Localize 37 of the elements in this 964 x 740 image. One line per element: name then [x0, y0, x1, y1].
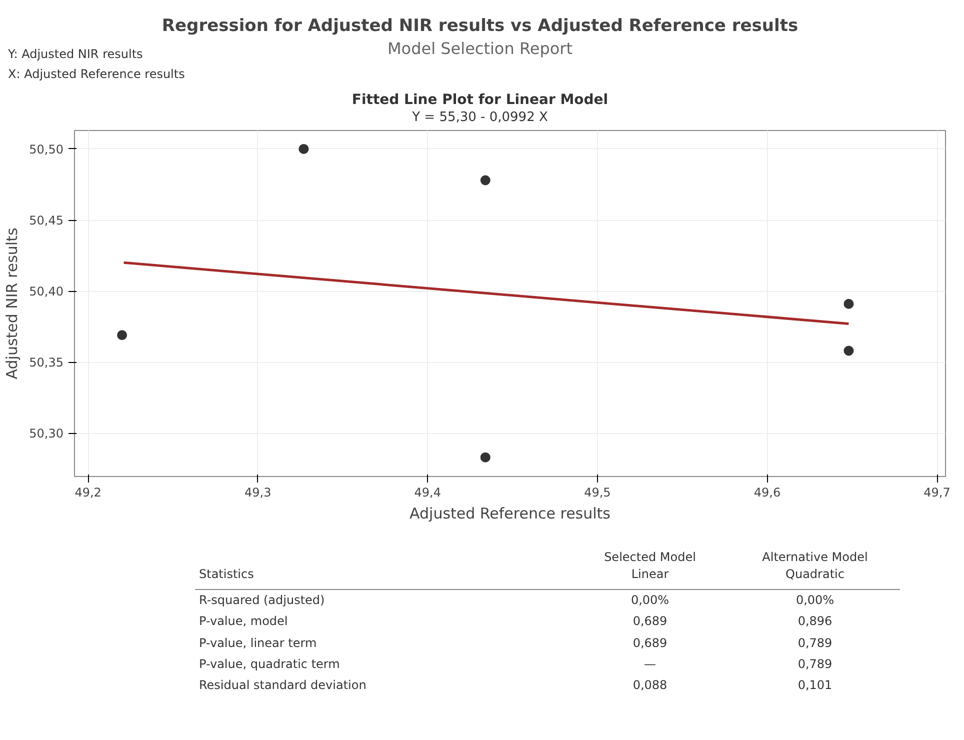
x-tick-label: 49,4 — [414, 486, 442, 500]
text: P-value, model — [198, 613, 289, 630]
y-tick-label: 50,45 — [29, 214, 64, 228]
text: Residual standard deviation — [198, 676, 368, 694]
text: 0,789 — [796, 656, 834, 673]
y-tick-label: 50,35 — [29, 356, 64, 370]
text: P-value, quadratic term — [198, 656, 341, 673]
x-axis-title: Adjusted Reference results — [410, 504, 611, 522]
text: — — [643, 656, 657, 673]
text: 0,896 — [796, 613, 834, 630]
text: 0,689 — [632, 634, 668, 652]
text: P-value, linear term — [198, 634, 318, 652]
text: 0,689 — [632, 613, 668, 630]
text: Y = 55,30 - 0,0992 X — [411, 109, 549, 127]
text: Fitted Line Plot for Linear Model — [350, 91, 610, 110]
text: 0,00% — [794, 592, 836, 610]
y-tick-label: 50,40 — [29, 284, 64, 299]
x-tick-label: 49,5 — [584, 486, 611, 500]
text: 0,789 — [796, 634, 834, 652]
text: 0,00% — [630, 592, 670, 610]
x-tick-label: 49,6 — [754, 486, 781, 500]
y-tick-label: 50,30 — [29, 426, 64, 441]
text: 0,088 — [632, 676, 668, 694]
text: R-squared (adjusted) — [198, 592, 326, 610]
text: X: Adjusted Reference results — [8, 66, 185, 83]
text: Statistics — [195, 545, 570, 590]
chart-subtitle: Model Selection Report — [388, 39, 572, 58]
y-tick-label: 50,50 — [29, 142, 64, 156]
x-tick-label: 49,2 — [74, 486, 102, 500]
x-tick-label: 49,7 — [924, 486, 950, 500]
text: Alternative Model Quadratic — [730, 545, 900, 590]
text: Y: Adjusted NIR results — [8, 46, 143, 63]
text: Selected Model Linear — [570, 545, 730, 590]
text: 0,101 — [796, 676, 834, 694]
y-axis-title: Adjusted NIR results — [3, 228, 22, 380]
x-tick-label: 49,3 — [244, 486, 272, 500]
chart-title: Regression for Adjusted NIR results vs Adjusted Reference results — [160, 15, 800, 38]
